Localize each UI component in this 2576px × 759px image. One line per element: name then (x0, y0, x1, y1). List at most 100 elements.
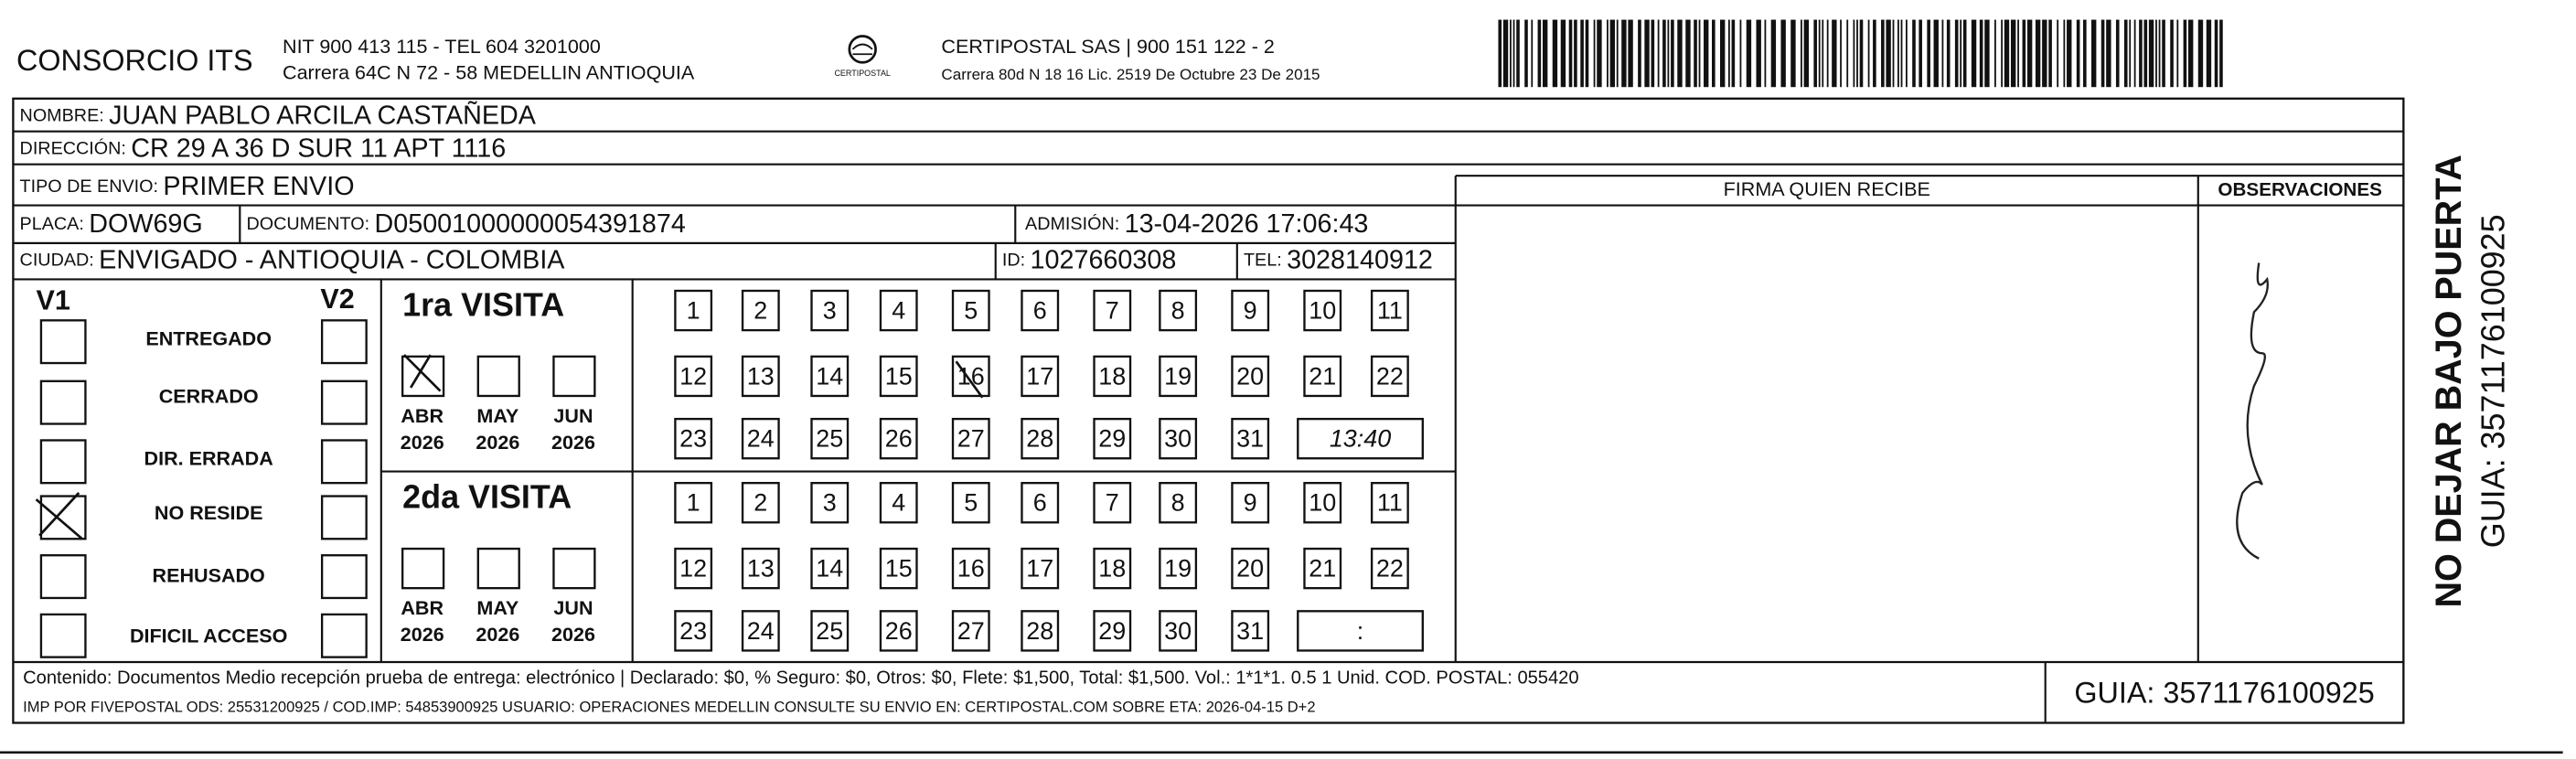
day-box (1093, 355, 1132, 398)
day: 3 (823, 296, 837, 324)
barcode-bar (1694, 19, 1697, 88)
barcode-bar (2026, 19, 2033, 88)
field: PLACA: DOW69G (20, 209, 203, 239)
barcode-bar (2155, 19, 2157, 88)
day: 1 (687, 296, 700, 324)
month-checkbox (401, 547, 445, 590)
barcode-bar (1846, 19, 1849, 88)
barcode-bar (1662, 19, 1666, 88)
day: 19 (1164, 362, 1192, 390)
day: 30 (1164, 617, 1192, 645)
barcode-bar (1979, 19, 1983, 88)
barcode-bar (1900, 19, 1903, 88)
v2-checkbox (320, 319, 368, 365)
carrier-address: Carrera 80d N 18 16 Lic. 2519 De Octubre… (941, 66, 1320, 83)
status-option: REHUSADO (153, 563, 265, 586)
barcode-bar (1859, 19, 1864, 88)
day-box (879, 417, 918, 460)
barcode-bar (1512, 19, 1515, 88)
field-value: D05001000000054391874 (374, 209, 685, 239)
barcode-bar (2091, 19, 2097, 88)
day-box (1093, 482, 1132, 524)
day-box (674, 547, 713, 590)
logo (848, 35, 877, 64)
barcode-bar (1905, 19, 1908, 88)
day: 23 (679, 425, 707, 453)
day-box (879, 547, 918, 590)
guide-number: GUIA: 3571176100925 (2074, 676, 2374, 709)
barcode-bar (1593, 19, 1596, 88)
barcode-bar (2076, 19, 2080, 88)
field-label: PLACA: (20, 214, 84, 234)
barcode-bar (2048, 19, 2052, 88)
barcode-bar (2219, 19, 2223, 88)
day-box (741, 482, 780, 524)
field-label: TEL: (1244, 251, 1282, 271)
day-box (1159, 610, 1198, 652)
field: CIUDAD: ENVIGADO - ANTIOQUIA - COLOMBIA (20, 245, 566, 274)
month-checkbox (401, 355, 445, 398)
time-box (1297, 610, 1424, 652)
field: NOMBRE: JUAN PABLO ARCILA CASTAÑEDA (20, 99, 537, 130)
day: 18 (1098, 362, 1126, 390)
barcode-bar (1685, 19, 1691, 88)
day: 5 (964, 489, 978, 517)
day-box (1159, 417, 1198, 460)
barcode-bar (1516, 19, 1520, 88)
day-box (674, 355, 713, 398)
barcode-bar (1919, 19, 1922, 88)
field: TIPO DE ENVIO: PRIMER ENVIO (20, 171, 355, 200)
v2-checkbox (320, 613, 368, 658)
barcode-bar (1946, 19, 1951, 88)
barcode-bar (1597, 19, 1602, 88)
day-box (951, 547, 990, 590)
barcode-bar (1867, 19, 1870, 88)
barcode-bar (2001, 19, 2003, 88)
status-option: DIR. ERRADA (144, 447, 273, 470)
barcode-bar (1531, 19, 1534, 88)
day: 26 (885, 617, 913, 645)
barcode-bar (1537, 19, 1542, 88)
day-box (1159, 482, 1198, 524)
barcode-bar (1510, 19, 1512, 88)
field-value: 3028140912 (1287, 245, 1433, 274)
day-box (810, 482, 850, 524)
barcode-bar (2197, 19, 2204, 88)
month-checkbox (552, 355, 596, 398)
day: 29 (1098, 425, 1126, 453)
day: 16 (957, 555, 985, 583)
v1-checkbox (39, 380, 87, 425)
field-label: NOMBRE: (20, 106, 104, 126)
day: 24 (747, 425, 775, 453)
check-mark (35, 492, 83, 540)
day-box (951, 289, 990, 332)
barcode-bar (1897, 19, 1899, 88)
day-box (1159, 547, 1198, 590)
day-box (1021, 482, 1060, 524)
year: 2026 (401, 623, 444, 646)
field-value: CR 29 A 36 D SUR 11 APT 1116 (131, 134, 506, 163)
day-box (1021, 417, 1060, 460)
barcode-bar (1840, 19, 1842, 88)
day: 1 (687, 489, 700, 517)
day-box (879, 355, 918, 398)
v1-checkbox (39, 554, 87, 600)
day: 15 (885, 555, 913, 583)
day-box (741, 610, 780, 652)
barcode-bar (1731, 19, 1736, 88)
day: 14 (816, 362, 843, 390)
v1-checkbox (39, 319, 87, 365)
firma-heading: FIRMA QUIEN RECIBE (1724, 177, 1930, 200)
barcode-bar (1638, 19, 1641, 88)
v1-checkbox (39, 613, 87, 658)
day-box (1159, 355, 1198, 398)
field-value: 13-04-2026 17:06:43 (1125, 209, 1369, 239)
barcode-bar (2106, 19, 2111, 88)
barcode-bar (2100, 19, 2105, 88)
status-option: DIFICIL ACCESO (130, 625, 287, 647)
year: 2026 (401, 431, 444, 454)
day-box (1303, 482, 1342, 524)
year: 2026 (551, 623, 595, 646)
day-box (1231, 610, 1270, 652)
barcode-bar (1971, 19, 1977, 88)
